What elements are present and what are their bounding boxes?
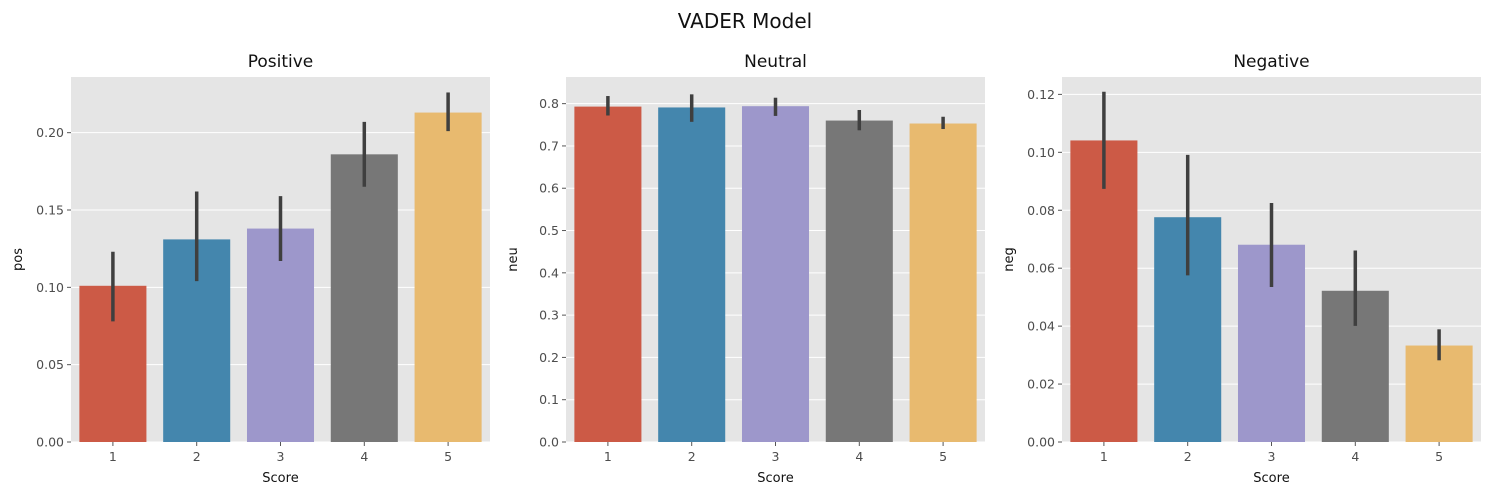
- xtick-label: 4: [360, 449, 368, 464]
- xtick-label: 2: [193, 449, 201, 464]
- ytick-label: 0.6: [539, 181, 559, 196]
- ytick-label: 0.05: [36, 357, 64, 372]
- ytick-label: 0.5: [539, 223, 559, 238]
- xtick-label: 5: [1435, 449, 1443, 464]
- ytick-label: 0.10: [36, 280, 64, 295]
- x-axis-label: Score: [1253, 471, 1289, 486]
- ytick-label: 0.12: [1027, 87, 1055, 102]
- ytick-label: 0.06: [1027, 261, 1055, 276]
- subplot-negative: 0.00 0.02 0.04 0.06 0.08 0.10 0.12 1 2 3 4 5 Negativ…: [1002, 52, 1481, 486]
- ytick-label: 0.15: [36, 203, 64, 218]
- xtick-label: 3: [277, 449, 285, 464]
- xtick-label: 4: [855, 449, 863, 464]
- ytick-label: 0.4: [539, 265, 559, 280]
- xtick-label: 1: [1100, 449, 1108, 464]
- x-axis-label: Score: [262, 471, 298, 486]
- xtick-label: 5: [444, 449, 452, 464]
- xtick-label: 2: [1184, 449, 1192, 464]
- ytick-label: 0.00: [36, 435, 64, 450]
- ytick-label: 0.1: [539, 392, 559, 407]
- xtick-label: 1: [109, 449, 117, 464]
- xtick-label: 3: [1268, 449, 1276, 464]
- bar-score-2: [658, 107, 726, 443]
- figure-title: VADER Model: [678, 9, 812, 33]
- bar-score-5: [414, 112, 482, 443]
- ytick-label: 0.0: [539, 435, 559, 450]
- ytick-label: 0.7: [539, 138, 559, 153]
- bar-score-4: [825, 120, 893, 443]
- xtick-label: 5: [939, 449, 947, 464]
- ytick-label: 0.10: [1027, 145, 1055, 160]
- bar-score-1: [574, 106, 642, 443]
- subplot-title: Neutral: [744, 52, 807, 72]
- bar-score-5: [1405, 345, 1473, 442]
- subplot-title: Negative: [1233, 52, 1309, 72]
- subplot-positive: 0.00 0.05 0.10 0.15 0.20 1 2 3 4 5 Positive Score po…: [11, 52, 490, 486]
- ytick-label: 0.20: [36, 125, 64, 140]
- ytick-label: 0.3: [539, 308, 559, 323]
- subplot-title: Positive: [248, 52, 314, 72]
- xtick-label: 3: [772, 449, 780, 464]
- ytick-label: 0.08: [1027, 203, 1055, 218]
- bar-score-3: [741, 106, 810, 443]
- x-axis-label: Score: [757, 471, 793, 486]
- ytick-label: 0.2: [539, 350, 559, 365]
- bar-score-3: [246, 228, 315, 442]
- ytick-label: 0.02: [1027, 377, 1055, 392]
- y-axis-label: neg: [1002, 247, 1017, 272]
- bar-score-4: [330, 154, 398, 442]
- xtick-label: 2: [688, 449, 696, 464]
- bar-score-5: [909, 123, 977, 443]
- ytick-label: 0.8: [539, 96, 559, 111]
- y-axis-label: neu: [506, 247, 521, 271]
- subplots-layer: 0.000.050.100.150.201 2 3 4 5PositiveScorepo…: [11, 52, 1481, 486]
- ytick-label: 0.00: [1027, 435, 1055, 450]
- y-axis-label: pos: [11, 248, 26, 271]
- bar-score-1: [1070, 140, 1138, 442]
- xtick-label: 1: [604, 449, 612, 464]
- xtick-label: 4: [1351, 449, 1359, 464]
- ytick-label: 0.04: [1027, 319, 1055, 334]
- subplot-neutral: 0.0 0.1 0.2 0.3 0.4 0.5 0.6 0.7 0.8 1 2 3 4 5 Neutral S…: [506, 52, 985, 486]
